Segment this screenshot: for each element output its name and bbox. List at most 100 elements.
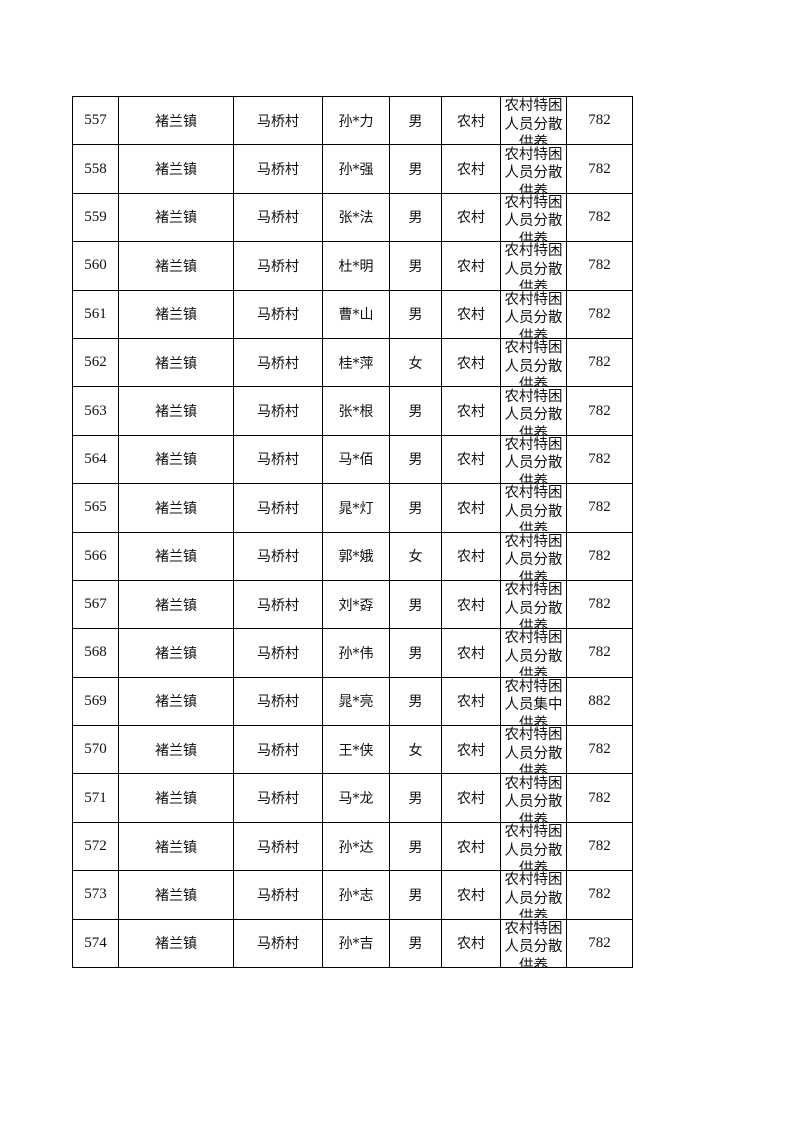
- row-number-cell: 565: [72, 483, 119, 533]
- town-cell: 褚兰镇: [118, 725, 234, 775]
- table-row: 561 褚兰镇 马桥村 曹*山男农村 农村特困人员分散供养 782: [72, 289, 633, 339]
- village-cell: 马桥村: [233, 870, 323, 920]
- category-cell: 农村特困人员分散供养: [500, 434, 567, 485]
- table-row: 563 褚兰镇 马桥村 张*根男农村 农村特困人员分散供养 782: [72, 386, 633, 436]
- village-cell: 马桥村: [233, 483, 323, 533]
- sex-cell: 男: [389, 918, 442, 969]
- category-cell: 农村特困人员分散供养: [500, 870, 567, 920]
- table-row: 565 褚兰镇 马桥村 晁*灯男农村 农村特困人员分散供养 782: [72, 483, 633, 533]
- village-cell: 马桥村: [233, 386, 323, 436]
- name-cell: 张*法: [322, 192, 390, 243]
- sex-cell: 男: [389, 773, 442, 823]
- category-cell: 农村特困人员分散供养: [500, 192, 567, 243]
- name-cell: 孙*志: [322, 870, 390, 920]
- amount-cell: 782: [566, 628, 633, 678]
- town-cell: 褚兰镇: [118, 773, 234, 823]
- row-number-cell: 564: [72, 434, 119, 485]
- household-type-cell: 农村: [441, 918, 501, 969]
- row-number-cell: 574: [72, 918, 119, 969]
- name-cell: 孙*力: [322, 95, 390, 146]
- amount-cell: 782: [566, 337, 633, 388]
- row-number-cell: 568: [72, 628, 119, 678]
- amount-cell: 782: [566, 386, 633, 436]
- village-cell: 马桥村: [233, 289, 323, 339]
- table-row: 567 褚兰镇 马桥村 刘*孬男农村 农村特困人员分散供养 782: [72, 579, 633, 630]
- sex-cell: 男: [389, 289, 442, 339]
- village-cell: 马桥村: [233, 725, 323, 775]
- household-type-cell: 农村: [441, 628, 501, 678]
- sex-cell: 男: [389, 870, 442, 920]
- household-type-cell: 农村: [441, 725, 501, 775]
- amount-cell: 782: [566, 918, 633, 969]
- sex-cell: 男: [389, 434, 442, 485]
- amount-cell: 782: [566, 144, 633, 194]
- village-cell: 马桥村: [233, 144, 323, 194]
- town-cell: 褚兰镇: [118, 386, 234, 436]
- village-cell: 马桥村: [233, 337, 323, 388]
- name-cell: 晁*亮: [322, 676, 390, 727]
- row-number-cell: 560: [72, 241, 119, 291]
- household-type-cell: 农村: [441, 531, 501, 581]
- category-text: 农村特困人员分散供养: [504, 872, 563, 919]
- sex-cell: 男: [389, 386, 442, 436]
- category-text: 农村特困人员集中供养: [504, 678, 563, 725]
- village-cell: 马桥村: [233, 241, 323, 291]
- village-cell: 马桥村: [233, 821, 323, 872]
- household-type-cell: 农村: [441, 434, 501, 485]
- row-number-cell: 567: [72, 579, 119, 630]
- table-row: 570 褚兰镇 马桥村 王*侠女农村 农村特困人员分散供养 782: [72, 725, 633, 775]
- town-cell: 褚兰镇: [118, 144, 234, 194]
- household-type-cell: 农村: [441, 337, 501, 388]
- name-cell: 曹*山: [322, 289, 390, 339]
- row-number-cell: 562: [72, 337, 119, 388]
- town-cell: 褚兰镇: [118, 821, 234, 872]
- village-cell: 马桥村: [233, 95, 323, 146]
- name-cell: 郭*娥: [322, 531, 390, 581]
- category-cell: 农村特困人员分散供养: [500, 337, 567, 388]
- name-cell: 孙*达: [322, 821, 390, 872]
- household-type-cell: 农村: [441, 95, 501, 146]
- sex-cell: 男: [389, 95, 442, 146]
- amount-cell: 782: [566, 725, 633, 775]
- category-cell: 农村特困人员分散供养: [500, 241, 567, 291]
- household-type-cell: 农村: [441, 386, 501, 436]
- category-cell: 农村特困人员集中供养: [500, 676, 567, 727]
- household-type-cell: 农村: [441, 144, 501, 194]
- village-cell: 马桥村: [233, 918, 323, 969]
- category-text: 农村特困人员分散供养: [504, 146, 563, 193]
- row-number-cell: 558: [72, 144, 119, 194]
- town-cell: 褚兰镇: [118, 870, 234, 920]
- name-cell: 孙*强: [322, 144, 390, 194]
- amount-cell: 782: [566, 95, 633, 146]
- village-cell: 马桥村: [233, 579, 323, 630]
- village-cell: 马桥村: [233, 676, 323, 727]
- table-row: 562 褚兰镇 马桥村 桂*萍女农村 农村特困人员分散供养 782: [72, 337, 633, 388]
- category-cell: 农村特困人员分散供养: [500, 918, 567, 969]
- category-cell: 农村特困人员分散供养: [500, 483, 567, 533]
- name-cell: 晁*灯: [322, 483, 390, 533]
- household-type-cell: 农村: [441, 870, 501, 920]
- town-cell: 褚兰镇: [118, 192, 234, 243]
- table-row: 569 褚兰镇 马桥村 晁*亮男农村 农村特困人员集中供养 882: [72, 676, 633, 727]
- row-number-cell: 559: [72, 192, 119, 243]
- sex-cell: 女: [389, 531, 442, 581]
- amount-cell: 782: [566, 579, 633, 630]
- category-cell: 农村特困人员分散供养: [500, 95, 567, 146]
- category-text: 农村特困人员分散供养: [504, 388, 563, 435]
- row-number-cell: 561: [72, 289, 119, 339]
- household-type-cell: 农村: [441, 289, 501, 339]
- category-cell: 农村特困人员分散供养: [500, 144, 567, 194]
- row-number-cell: 557: [72, 95, 119, 146]
- row-number-cell: 569: [72, 676, 119, 727]
- row-number-cell: 566: [72, 531, 119, 581]
- household-type-cell: 农村: [441, 192, 501, 243]
- table-body: 557 褚兰镇 马桥村 孙*力男农村 农村特困人员分散供养 782 558 褚兰镇 马桥村 孙*强…: [72, 95, 633, 969]
- category-text: 农村特困人员分散供养: [504, 824, 563, 871]
- town-cell: 褚兰镇: [118, 434, 234, 485]
- sex-cell: 男: [389, 676, 442, 727]
- row-number-cell: 563: [72, 386, 119, 436]
- household-type-cell: 农村: [441, 773, 501, 823]
- amount-cell: 782: [566, 531, 633, 581]
- town-cell: 褚兰镇: [118, 289, 234, 339]
- name-cell: 刘*孬: [322, 579, 390, 630]
